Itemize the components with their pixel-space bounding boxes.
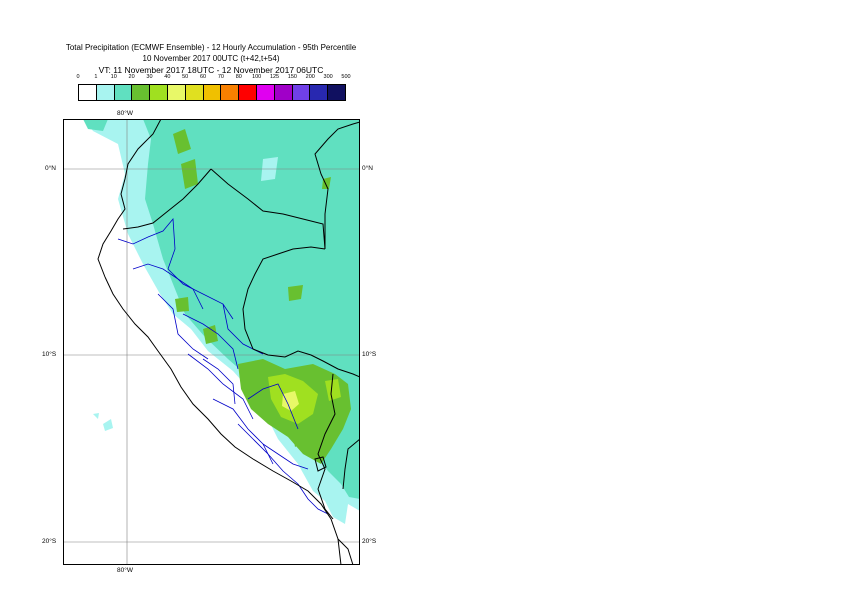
legend-swatch: [96, 85, 115, 100]
legend-swatch: [221, 85, 240, 100]
legend-label: 40: [164, 74, 171, 80]
base-time: 10 November 2017 00UTC (t+42,t+54): [142, 54, 280, 63]
legend-label: 30: [146, 74, 153, 80]
lat-label-20-left: 20°S: [42, 538, 57, 545]
legend-swatch: [185, 85, 204, 100]
country-borders: [97, 119, 360, 565]
valid-time: VT: 11 November 2017 18UTC - 12 November…: [98, 65, 324, 75]
legend-label: 50: [182, 74, 189, 80]
legend-swatch: [239, 85, 257, 100]
legend-swatch: [256, 85, 275, 100]
legend-swatch: [132, 85, 151, 100]
legend-swatch: [114, 85, 133, 100]
legend-label: 150: [287, 74, 297, 80]
precip-area-yellow: [282, 391, 299, 411]
legend-swatch: [79, 85, 97, 100]
map-frame: [63, 119, 360, 565]
legend-label: 20: [128, 74, 135, 80]
legend-label: 80: [235, 74, 242, 80]
map-panel: [63, 119, 360, 565]
legend-label: 125: [269, 74, 280, 80]
legend-label: 500: [341, 74, 351, 80]
legend-swatch: [274, 85, 293, 100]
legend-label: 10: [110, 74, 117, 80]
lat-label-10-left: 10°S: [42, 351, 57, 358]
legend-swatch: [310, 85, 329, 100]
legend-label: 300: [323, 74, 333, 80]
precipitation-map: [63, 119, 360, 565]
legend-swatch: [292, 85, 311, 100]
legend-label: 1: [94, 74, 98, 80]
legend-color-bar: [78, 84, 346, 101]
lat-label-0-right: 0°N: [362, 165, 373, 172]
legend-label: 60: [200, 74, 207, 80]
legend-swatch: [328, 85, 345, 100]
legend-swatch: [150, 85, 168, 100]
lat-label-10-right: 10°S: [362, 351, 377, 358]
regional-borders: [117, 217, 329, 515]
legend-label: 200: [305, 74, 315, 80]
legend-swatch: [167, 85, 186, 100]
legend-label: 0: [76, 74, 80, 80]
lat-label-0-left: 0°N: [45, 165, 56, 172]
map-title: Total Precipitation (ECMWF Ensemble) - 1…: [65, 43, 357, 52]
legend-label: 100: [252, 74, 262, 80]
legend-label: 70: [217, 74, 224, 80]
lon-label-top: 80°W: [117, 110, 133, 117]
legend-labels: 0 1 10 20 30 40 50 60 70 80 100 125 150 200 300 500: [76, 74, 351, 84]
lat-label-20-right: 20°S: [362, 538, 377, 545]
lon-label-bottom: 80°W: [117, 567, 133, 574]
legend-swatch: [203, 85, 222, 100]
